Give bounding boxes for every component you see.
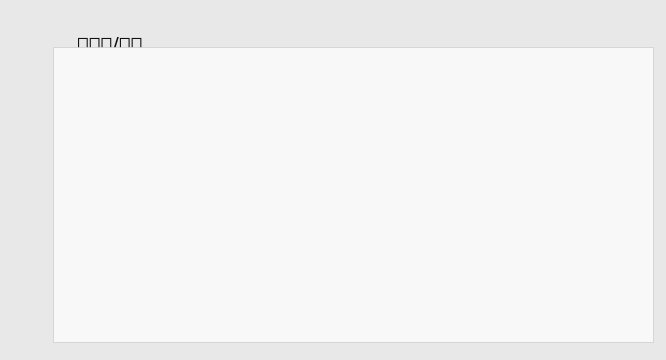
Text: HD1: HD1 <box>450 190 466 198</box>
Text: t: t <box>446 186 449 195</box>
Text: C: C <box>336 302 342 310</box>
Text: Valid Data: Valid Data <box>294 270 356 280</box>
Text: R: R <box>244 216 250 224</box>
Text: RS: RS <box>103 104 115 114</box>
Text: t: t <box>430 186 434 195</box>
Text: PW: PW <box>334 182 346 190</box>
Text: HD1: HD1 <box>442 132 458 140</box>
Text: R/W: R/W <box>97 156 115 166</box>
Text: t: t <box>331 299 334 308</box>
Text: 写数据/指令: 写数据/指令 <box>77 36 143 54</box>
Text: t: t <box>330 179 333 188</box>
Text: E: E <box>109 208 115 218</box>
Text: t: t <box>240 212 244 221</box>
Text: HD2: HD2 <box>439 285 456 293</box>
Text: t: t <box>207 129 210 138</box>
Text: DB0-DB7: DB0-DB7 <box>71 261 115 271</box>
Text: t: t <box>437 129 441 138</box>
Text: t: t <box>434 282 438 291</box>
Text: t: t <box>198 282 201 291</box>
Text: SP1: SP1 <box>212 132 226 140</box>
Text: F: F <box>435 190 440 198</box>
Text: SP2: SP2 <box>202 285 216 293</box>
